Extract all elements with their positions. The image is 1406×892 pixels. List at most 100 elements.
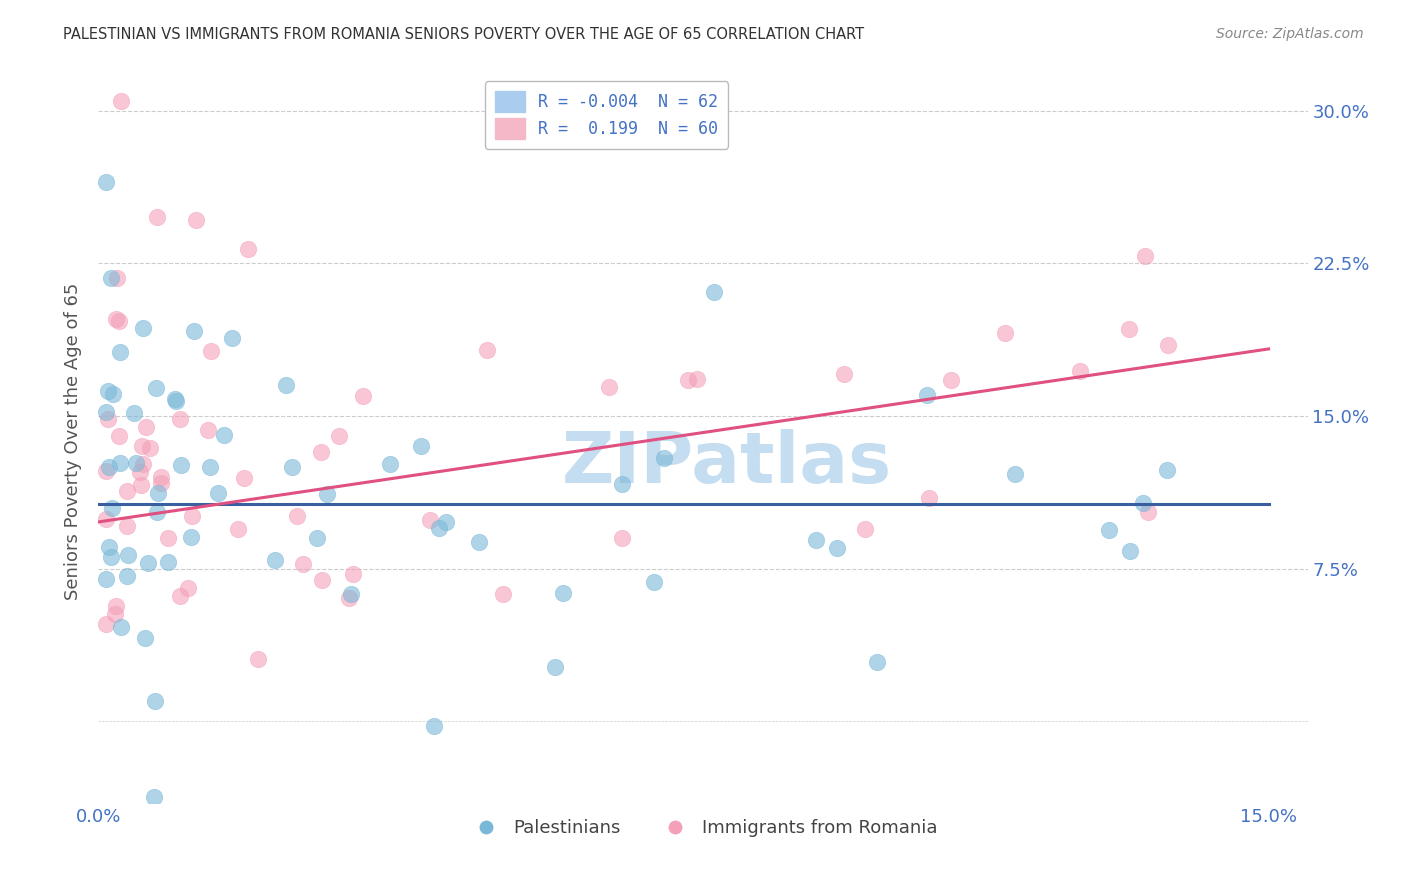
Point [165, 394, 187, 409]
Point [98, 540, 121, 554]
Point [143, 789, 166, 804]
Point [1132, 496, 1154, 510]
Text: ZIPatlas: ZIPatlas [562, 429, 893, 498]
Point [610, 531, 633, 545]
Point [1118, 321, 1140, 335]
Point [146, 210, 169, 224]
Point [197, 423, 219, 437]
Point [422, 719, 444, 733]
Point [115, 519, 138, 533]
Point [117, 548, 139, 562]
Point [115, 484, 138, 499]
Point [169, 458, 191, 472]
Text: PALESTINIAN VS IMMIGRANTS FROM ROMANIA SENIORS POVERTY OVER THE AGE OF 65 CORREL: PALESTINIAN VS IMMIGRANTS FROM ROMANIA S… [63, 27, 865, 42]
Point [96, 404, 118, 418]
Legend: Palestinians, Immigrants from Romania: Palestinians, Immigrants from Romania [461, 812, 945, 845]
Point [110, 620, 132, 634]
Point [342, 566, 364, 581]
Point [132, 321, 155, 335]
Point [177, 582, 200, 596]
Point [145, 381, 167, 395]
Y-axis label: Seniors Poverty Over the Age of 65: Seniors Poverty Over the Age of 65 [65, 283, 83, 600]
Point [212, 428, 235, 442]
Point [475, 343, 498, 357]
Point [309, 445, 332, 459]
Point [169, 589, 191, 603]
Point [316, 487, 339, 501]
Point [292, 557, 315, 571]
Point [281, 459, 304, 474]
Point [307, 531, 329, 545]
Point [165, 392, 187, 407]
Point [378, 457, 401, 471]
Point [643, 575, 665, 590]
Point [263, 553, 285, 567]
Point [207, 485, 229, 500]
Point [131, 439, 153, 453]
Point [122, 406, 145, 420]
Point [105, 270, 128, 285]
Point [804, 533, 827, 548]
Point [1157, 338, 1180, 352]
Point [156, 531, 179, 545]
Point [285, 509, 308, 524]
Point [96, 573, 118, 587]
Point [352, 389, 374, 403]
Point [149, 469, 172, 483]
Point [103, 387, 125, 401]
Point [100, 550, 122, 565]
Point [135, 420, 157, 434]
Point [108, 314, 131, 328]
Point [97, 384, 120, 399]
Point [129, 465, 152, 479]
Point [156, 555, 179, 569]
Point [832, 367, 855, 381]
Point [131, 477, 153, 491]
Point [108, 456, 131, 470]
Point [96, 175, 118, 189]
Point [411, 439, 433, 453]
Point [184, 212, 207, 227]
Point [139, 441, 162, 455]
Point [866, 655, 889, 669]
Point [825, 541, 848, 555]
Point [939, 372, 962, 386]
Point [610, 477, 633, 491]
Point [146, 505, 169, 519]
Point [1137, 506, 1160, 520]
Point [468, 535, 491, 549]
Point [553, 586, 575, 600]
Point [1097, 523, 1119, 537]
Point [183, 325, 205, 339]
Point [96, 616, 118, 631]
Point [1135, 248, 1157, 262]
Point [125, 456, 148, 470]
Point [115, 569, 138, 583]
Point [311, 573, 333, 587]
Point [918, 491, 941, 506]
Point [98, 460, 121, 475]
Point [1004, 467, 1026, 482]
Point [169, 412, 191, 426]
Point [104, 607, 127, 621]
Text: Source: ZipAtlas.com: Source: ZipAtlas.com [1216, 27, 1364, 41]
Point [180, 530, 202, 544]
Point [492, 587, 515, 601]
Point [146, 486, 169, 500]
Point [337, 591, 360, 606]
Point [110, 94, 132, 108]
Point [200, 344, 222, 359]
Point [1118, 543, 1140, 558]
Point [703, 285, 725, 300]
Point [340, 587, 363, 601]
Point [145, 694, 167, 708]
Point [543, 660, 565, 674]
Point [150, 476, 173, 491]
Point [96, 512, 118, 526]
Point [104, 599, 127, 614]
Point [917, 388, 939, 402]
Point [853, 523, 876, 537]
Point [1156, 463, 1178, 477]
Point [419, 513, 441, 527]
Point [434, 515, 457, 529]
